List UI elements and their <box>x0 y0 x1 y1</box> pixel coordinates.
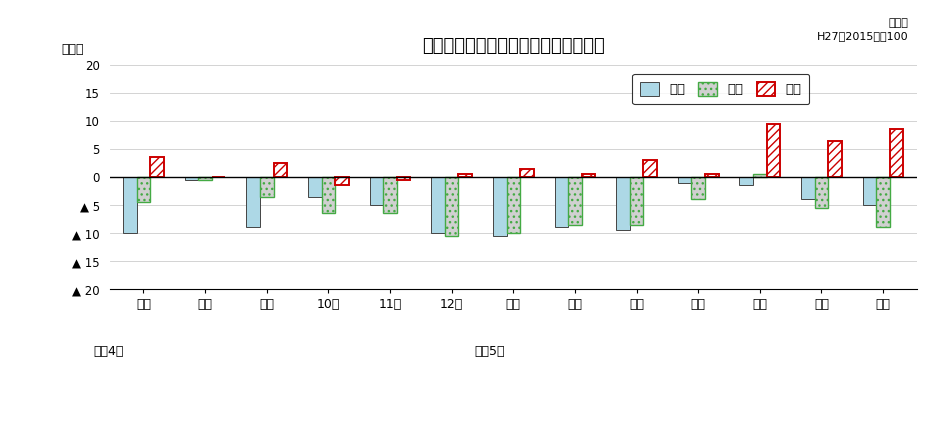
Bar <box>705 174 719 177</box>
Legend: 生産, 出荷, 在庫: 生産, 出荷, 在庫 <box>632 74 810 104</box>
Bar <box>506 177 520 233</box>
Bar <box>863 177 876 205</box>
Bar <box>739 177 753 186</box>
Bar <box>692 177 705 199</box>
Bar <box>630 177 643 225</box>
Bar <box>643 160 657 177</box>
Text: （％）: （％） <box>62 43 84 56</box>
Bar <box>555 177 569 228</box>
Bar <box>274 163 287 177</box>
Text: 令和5年: 令和5年 <box>474 345 504 358</box>
Bar <box>753 174 767 177</box>
Bar <box>493 177 506 236</box>
Bar <box>199 177 212 180</box>
Bar <box>459 174 472 177</box>
Bar <box>432 177 445 233</box>
Bar <box>616 177 630 230</box>
Bar <box>569 177 582 225</box>
Bar <box>308 177 322 197</box>
Bar <box>678 177 692 183</box>
Bar <box>246 177 260 228</box>
Bar <box>802 177 815 199</box>
Bar <box>383 177 397 213</box>
Bar <box>520 169 534 177</box>
Bar <box>815 177 829 208</box>
Bar <box>445 177 459 236</box>
Bar <box>767 124 780 177</box>
Bar <box>260 177 274 197</box>
Bar <box>137 177 150 202</box>
Title: 生産・出荷・在庫の前年同月比の推移: 生産・出荷・在庫の前年同月比の推移 <box>422 37 605 55</box>
Bar <box>582 174 596 177</box>
Text: 令和4年: 令和4年 <box>93 345 124 358</box>
Bar <box>336 177 349 186</box>
Bar <box>829 141 842 177</box>
Bar <box>890 130 903 177</box>
Text: 原指数
H27（2015）＝100: 原指数 H27（2015）＝100 <box>817 18 909 41</box>
Bar <box>322 177 336 213</box>
Bar <box>397 177 410 180</box>
Bar <box>370 177 383 205</box>
Bar <box>185 177 199 180</box>
Bar <box>876 177 890 228</box>
Bar <box>123 177 137 233</box>
Bar <box>150 157 164 177</box>
